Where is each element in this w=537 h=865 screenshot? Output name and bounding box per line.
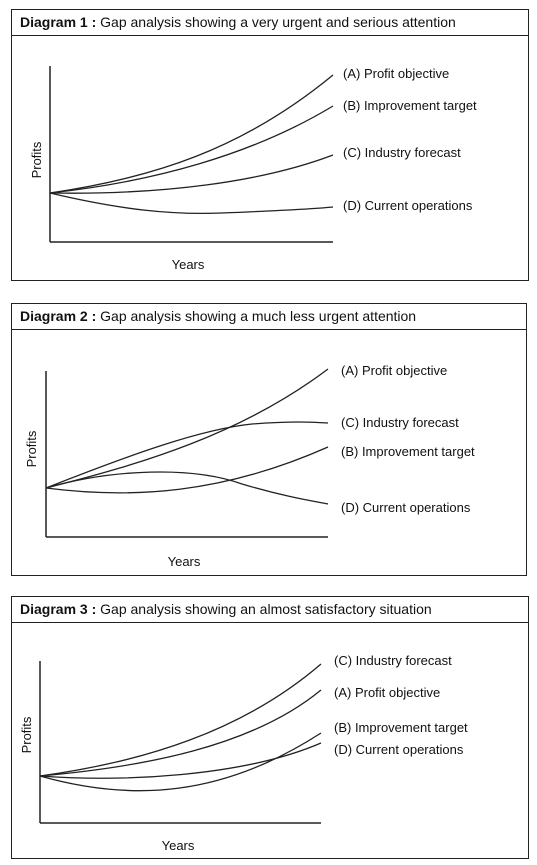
curve-b-improvement-target [39, 732, 322, 792]
diagram-2-plot: Profits Years (A) Profit objective (C) I… [24, 363, 475, 569]
diagram-2-title-number: Diagram 2 : [20, 308, 97, 324]
label-a: (A) Profit objective [334, 685, 440, 700]
label-c: (C) Industry forecast [343, 145, 461, 160]
label-c: (C) Industry forecast [341, 415, 459, 430]
diagram-2-title: Diagram 2 : Gap analysis showing a much … [12, 304, 526, 330]
diagram-3-title-number: Diagram 3 : [20, 601, 97, 617]
diagram-1-title-number: Diagram 1 : [20, 14, 97, 30]
label-b: (B) Improvement target [343, 98, 477, 113]
curve-c-industry-forecast [49, 154, 334, 194]
curve-c-industry-forecast [39, 663, 322, 777]
diagram-1-title-text: Gap analysis showing a very urgent and s… [96, 14, 456, 30]
diagram-3-title-text: Gap analysis showing an almost satisfact… [96, 601, 432, 617]
y-axis-label: Profits [29, 141, 44, 178]
diagram-3-plot: Profits Years (C) Industry forecast (A) … [19, 653, 468, 853]
diagram-3-title: Diagram 3 : Gap analysis showing an almo… [12, 597, 528, 623]
label-d: (D) Current operations [343, 198, 473, 213]
curve-b-improvement-target [45, 446, 329, 494]
diagram-1-panel: Diagram 1 : Gap analysis showing a very … [11, 9, 529, 281]
curve-d-current-operations [49, 192, 334, 215]
label-a: (A) Profit objective [341, 363, 447, 378]
x-axis-label: Years [162, 838, 195, 853]
diagram-2-title-text: Gap analysis showing a much less urgent … [96, 308, 417, 324]
curve-a-profit-objective [45, 368, 329, 489]
label-d: (D) Current operations [341, 500, 471, 515]
diagram-3-panel: Diagram 3 : Gap analysis showing an almo… [11, 596, 529, 859]
curve-a-profit-objective [39, 689, 322, 777]
x-axis-label: Years [168, 554, 201, 569]
curve-a-profit-objective [49, 74, 334, 194]
label-c: (C) Industry forecast [334, 653, 452, 668]
y-axis-label: Profits [19, 716, 34, 753]
curve-b-improvement-target [49, 105, 334, 194]
label-a: (A) Profit objective [343, 66, 449, 81]
x-axis-label: Years [172, 257, 205, 272]
curve-d-current-operations [39, 742, 322, 779]
diagram-2-panel: Diagram 2 : Gap analysis showing a much … [11, 303, 527, 576]
y-axis-label: Profits [24, 430, 39, 467]
label-b: (B) Improvement target [334, 720, 468, 735]
curve-d-current-operations [45, 471, 329, 505]
label-d: (D) Current operations [334, 742, 464, 757]
diagram-1-plot: Profits Years (A) Profit objective (B) I… [29, 66, 477, 272]
label-b: (B) Improvement target [341, 444, 475, 459]
curve-c-industry-forecast [45, 421, 329, 489]
diagram-1-title: Diagram 1 : Gap analysis showing a very … [12, 10, 528, 36]
